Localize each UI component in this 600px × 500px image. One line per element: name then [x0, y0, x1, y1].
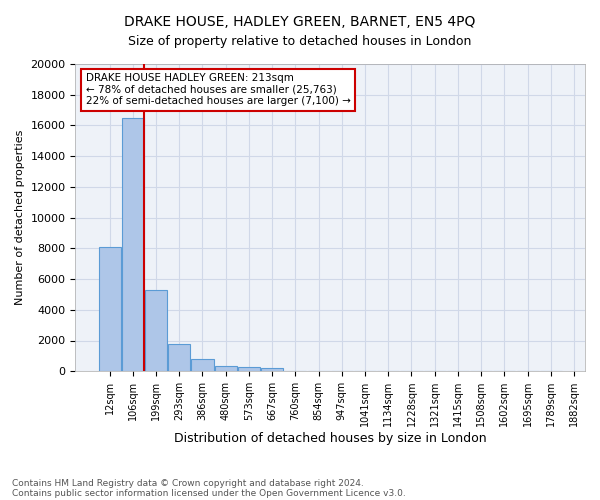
- Bar: [191, 359, 214, 371]
- Y-axis label: Number of detached properties: Number of detached properties: [15, 130, 25, 306]
- Bar: [168, 344, 190, 371]
- Bar: [145, 290, 167, 371]
- Text: Contains public sector information licensed under the Open Government Licence v3: Contains public sector information licen…: [12, 488, 406, 498]
- Bar: [98, 247, 121, 371]
- Bar: [122, 118, 144, 371]
- Bar: [238, 368, 260, 371]
- Text: DRAKE HOUSE, HADLEY GREEN, BARNET, EN5 4PQ: DRAKE HOUSE, HADLEY GREEN, BARNET, EN5 4…: [124, 15, 476, 29]
- Bar: [261, 368, 283, 371]
- Bar: [215, 366, 237, 371]
- Text: Contains HM Land Registry data © Crown copyright and database right 2024.: Contains HM Land Registry data © Crown c…: [12, 478, 364, 488]
- Text: DRAKE HOUSE HADLEY GREEN: 213sqm
← 78% of detached houses are smaller (25,763)
2: DRAKE HOUSE HADLEY GREEN: 213sqm ← 78% o…: [86, 73, 350, 106]
- Text: Size of property relative to detached houses in London: Size of property relative to detached ho…: [128, 35, 472, 48]
- X-axis label: Distribution of detached houses by size in London: Distribution of detached houses by size …: [174, 432, 487, 445]
